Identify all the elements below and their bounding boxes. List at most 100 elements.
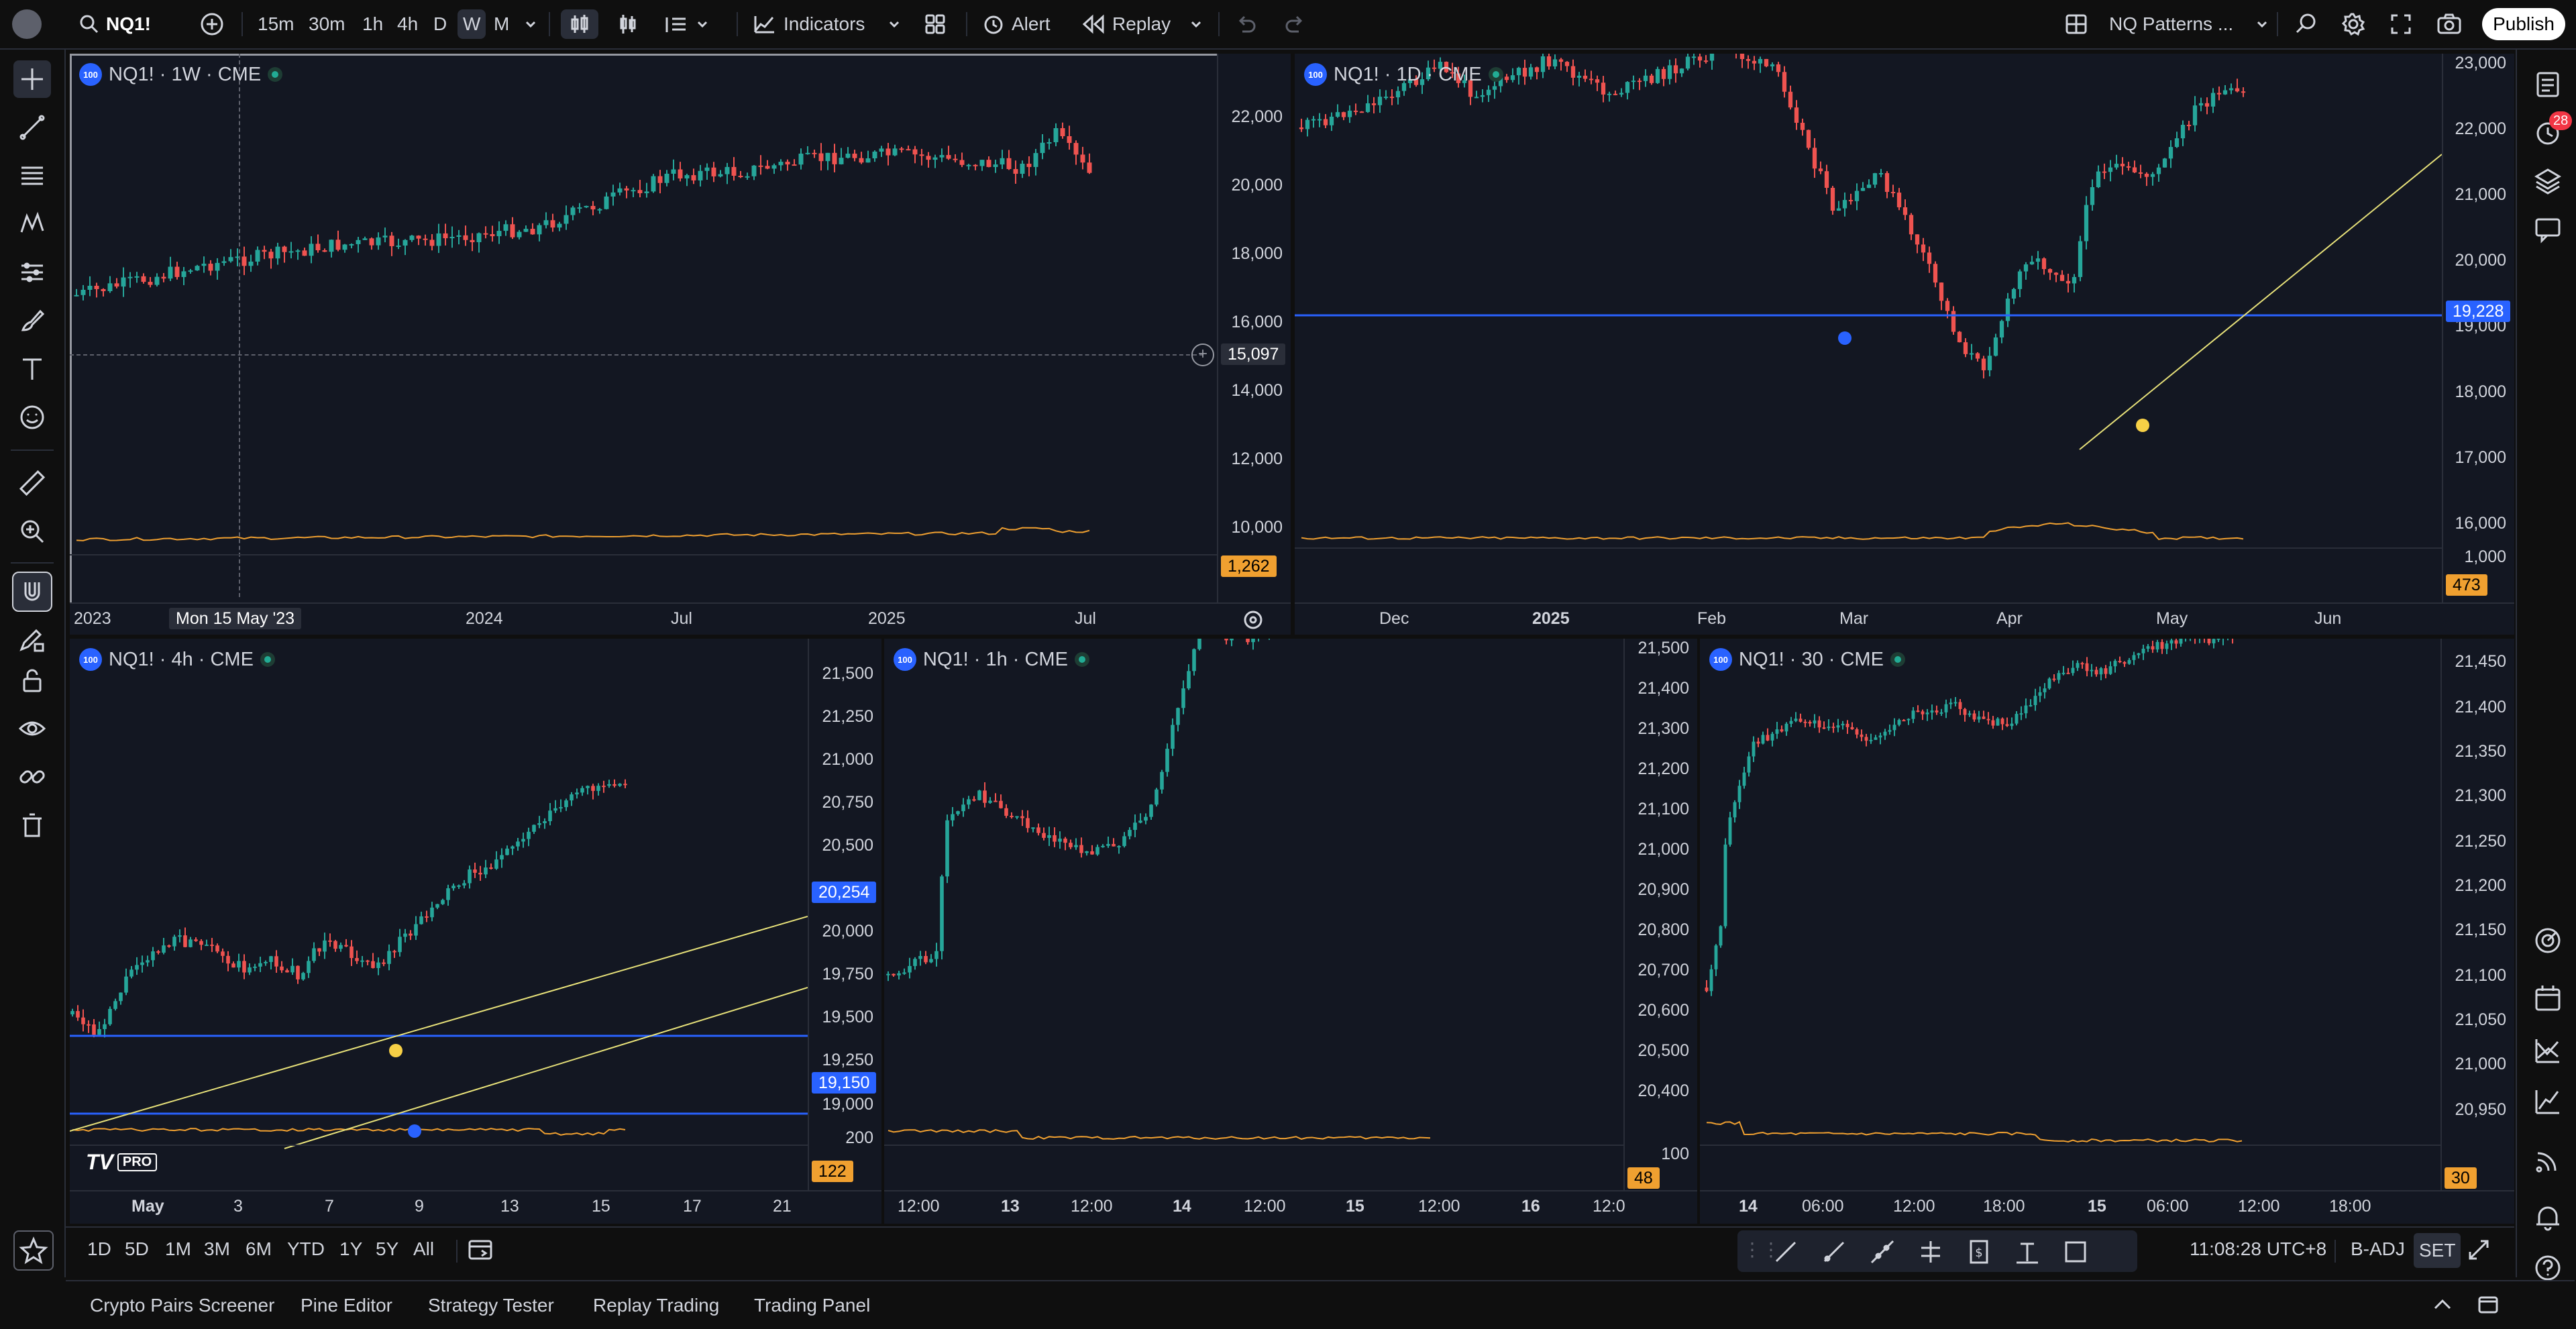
brush-tool[interactable]: [13, 302, 51, 339]
interval-15m[interactable]: 15m: [258, 13, 294, 34]
snapshot-button[interactable]: [2436, 9, 2462, 39]
zoom-tool[interactable]: [13, 513, 51, 550]
fib-tool[interactable]: [13, 157, 51, 195]
calendar-button[interactable]: [2529, 979, 2567, 1017]
range-1m[interactable]: 1M: [165, 1238, 191, 1259]
chart-pane-30m[interactable]: 100 NQ1! · 30 · CME 21,450 21,400 21,350…: [1700, 639, 2514, 1224]
price-scale-30m[interactable]: 21,450 21,400 21,350 21,300 21,250 21,20…: [2440, 639, 2514, 1190]
range-ytd[interactable]: YTD: [287, 1238, 325, 1259]
price-scale-1h[interactable]: 21,500 21,400 21,300 21,200 21,100 21,00…: [1623, 639, 1697, 1190]
indicators-button[interactable]: Indicators: [753, 9, 865, 39]
trendline-tool[interactable]: [13, 109, 51, 146]
h1-candles[interactable]: [884, 639, 1623, 1224]
tab-pine-editor[interactable]: Pine Editor: [301, 1295, 392, 1316]
range-1d[interactable]: 1D: [87, 1238, 111, 1259]
range-5y[interactable]: 5Y: [376, 1238, 399, 1259]
favorites-tool[interactable]: [13, 1230, 54, 1271]
help-button[interactable]: [2529, 1249, 2567, 1287]
notifications-button[interactable]: [2529, 1198, 2567, 1236]
interval-30m[interactable]: 30m: [309, 13, 345, 34]
replay-dropdown[interactable]: [1189, 9, 1203, 39]
avatar[interactable]: [12, 9, 42, 39]
sync-drawings-tool[interactable]: [13, 758, 51, 796]
range-all[interactable]: All: [413, 1238, 435, 1259]
weekly-candles[interactable]: [70, 54, 1221, 635]
rectangle-tool-icon[interactable]: [2062, 1238, 2089, 1265]
fullscreen-button[interactable]: [2390, 9, 2412, 39]
maximize-panel-button[interactable]: [2467, 1238, 2490, 1266]
stay-drawing-tool[interactable]: [13, 621, 51, 659]
crosshair-tool[interactable]: [13, 60, 51, 98]
tab-crypto-pairs-screener[interactable]: Crypto Pairs Screener: [90, 1295, 275, 1316]
pattern-tool[interactable]: [13, 205, 51, 243]
layout-button[interactable]: [2065, 9, 2088, 39]
price-scale-daily[interactable]: 23,000 22,000 21,000 20,000 19,000 18,00…: [2442, 54, 2514, 602]
chart-pane-1h[interactable]: 100 NQ1! · 1h · CME 21,500 21,400 21,300…: [884, 639, 1697, 1224]
interval-w[interactable]: W: [458, 9, 486, 39]
tab-strategy-tester[interactable]: Strategy Tester: [428, 1295, 554, 1316]
streams-button[interactable]: [2529, 1083, 2567, 1120]
price-scale-weekly[interactable]: 22,000 20,000 18,000 16,000 14,000 12,00…: [1217, 54, 1291, 602]
m30-candles[interactable]: [1700, 639, 2440, 1224]
forecast-tool[interactable]: [13, 254, 51, 291]
time-axis-weekly[interactable]: 2023 2024 Jul 2025 Jul Mon 15 May '23: [70, 602, 1291, 635]
settings-button[interactable]: [2341, 9, 2365, 39]
goto-date-button[interactable]: [467, 1236, 494, 1267]
lock-drawings-tool[interactable]: [13, 661, 51, 699]
news-button[interactable]: [2529, 1140, 2567, 1178]
maximize-bottom-panel-button[interactable]: [2477, 1293, 2500, 1321]
session-toggle[interactable]: SET: [2414, 1233, 2461, 1268]
collapse-panel-button[interactable]: [2431, 1293, 2454, 1321]
range-3m[interactable]: 3M: [204, 1238, 230, 1259]
layout-name-button[interactable]: NQ Patterns ...: [2109, 9, 2269, 39]
range-5d[interactable]: 5D: [125, 1238, 149, 1259]
magnet-tool[interactable]: [12, 572, 52, 612]
remove-drawings-tool[interactable]: [13, 806, 51, 844]
indicators-dropdown[interactable]: [887, 9, 902, 39]
adjustment-toggle[interactable]: B-ADJ: [2351, 1238, 2405, 1259]
time-axis-daily[interactable]: Dec 2025 Feb Mar Apr May Jun: [1295, 602, 2514, 635]
interval-1h[interactable]: 1h: [362, 13, 384, 34]
price-scale-4h[interactable]: 21,500 21,250 21,000 20,750 20,500 20,00…: [808, 639, 881, 1190]
h4-candles[interactable]: [70, 639, 808, 1224]
price-label-icon[interactable]: $: [1966, 1238, 1992, 1265]
interval-4h[interactable]: 4h: [397, 13, 419, 34]
quick-search-button[interactable]: [2294, 9, 2318, 39]
ray-tool-icon[interactable]: [1821, 1238, 1847, 1265]
replay-button[interactable]: Replay: [1081, 9, 1171, 39]
range-1y[interactable]: 1Y: [339, 1238, 363, 1259]
chart-pane-weekly[interactable]: 100 NQ1! · 1W · CME 22,000 20,000 18,000…: [70, 54, 1291, 635]
emoji-tool[interactable]: [13, 398, 51, 436]
alerts-panel-button[interactable]: 28: [2529, 111, 2573, 152]
chart-pane-4h[interactable]: 100 NQ1! · 4h · CME 21,500 21,250 21,000…: [70, 639, 881, 1224]
extended-line-icon[interactable]: [1869, 1238, 1896, 1265]
tab-trading-panel[interactable]: Trading Panel: [754, 1295, 871, 1316]
interval-m[interactable]: M: [494, 13, 510, 34]
text-tool[interactable]: [13, 350, 51, 388]
long-position-icon[interactable]: [1917, 1238, 1944, 1265]
settings-gear-icon[interactable]: [1242, 609, 1264, 631]
chats-button[interactable]: [2529, 211, 2567, 248]
publish-button[interactable]: Publish: [2482, 8, 2565, 40]
add-alert-plus-icon[interactable]: +: [1191, 343, 1214, 366]
redo-button[interactable]: [1284, 9, 1305, 39]
drag-handle-icon[interactable]: ⋮⋮: [1743, 1239, 1780, 1260]
bar-dropdown-button[interactable]: [664, 9, 710, 39]
range-6m[interactable]: 6M: [246, 1238, 272, 1259]
text-note-icon[interactable]: [2014, 1238, 2041, 1265]
undo-button[interactable]: [1236, 9, 1257, 39]
time-axis-30m[interactable]: 14 06:00 12:00 18:00 15 06:00 12:00 18:0…: [1700, 1190, 2514, 1224]
compare-symbol-button[interactable]: [200, 9, 224, 39]
hide-drawings-tool[interactable]: [13, 710, 51, 747]
object-tree-button[interactable]: [2529, 162, 2567, 200]
line-tool-icon[interactable]: [1772, 1238, 1799, 1265]
alert-button[interactable]: Alert: [982, 9, 1051, 39]
bar-style-button[interactable]: [617, 9, 639, 39]
templates-button[interactable]: [924, 9, 946, 39]
measure-tool[interactable]: [13, 464, 51, 502]
interval-d[interactable]: D: [433, 13, 447, 34]
screener-button[interactable]: [2529, 922, 2567, 959]
interval-dropdown[interactable]: [523, 9, 538, 39]
symbol-search[interactable]: NQ1!: [79, 9, 151, 39]
ideas-button[interactable]: [2529, 1032, 2567, 1069]
